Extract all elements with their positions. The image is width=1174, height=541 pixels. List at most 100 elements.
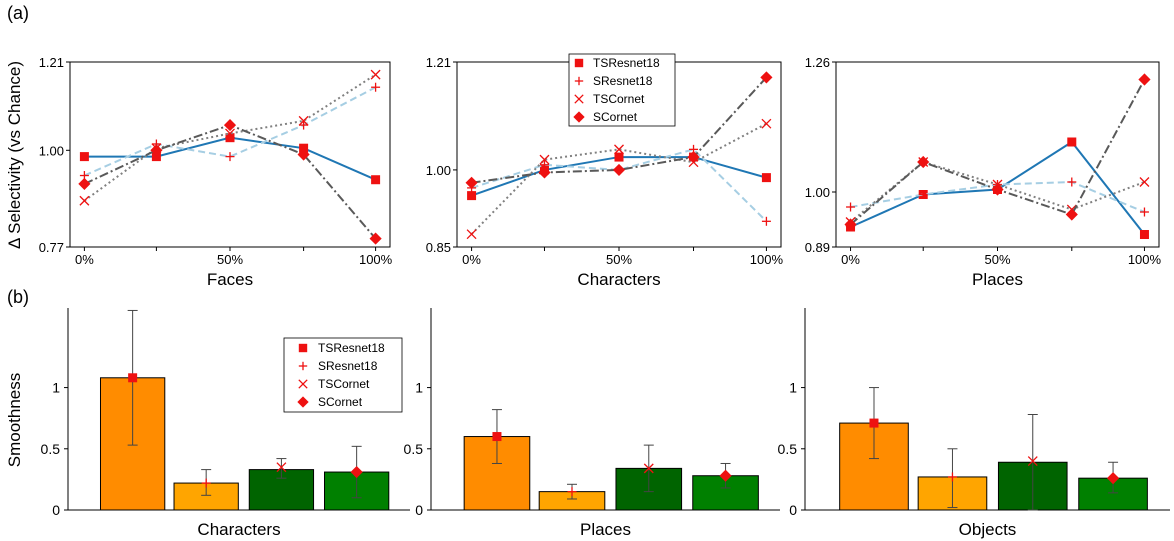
point-tscornet-faces-0-stroke-2 bbox=[79, 195, 90, 206]
x-tick-label-places-2: 50% bbox=[984, 252, 1010, 267]
x-tick-label-characters-2: 50% bbox=[606, 252, 632, 267]
line-chart-places: 1.26 1.00 0.89 0% 50% 100% Places bbox=[805, 55, 1162, 289]
point-tscornet-faces-3 bbox=[298, 115, 309, 126]
panel-b-label: (b) bbox=[7, 287, 29, 307]
legend-label-sresnet18-a: SResnet18 bbox=[593, 74, 653, 88]
y-tick-label-characters-1: 1.00 bbox=[426, 163, 451, 178]
x-axis-label-characters: Characters bbox=[577, 270, 660, 289]
y-tick-label-characters-0: 1 bbox=[52, 380, 60, 396]
point-sresnet18-places-0 bbox=[846, 202, 856, 212]
x-tick-label-places-0: 0% bbox=[841, 252, 860, 267]
legend-marker-scornet-b-shape bbox=[297, 396, 309, 408]
point-tscornet-places-4-stroke-2 bbox=[1139, 177, 1150, 187]
point-scornet-characters-4-shape bbox=[760, 71, 773, 84]
point-tscornet-characters-4-stroke-2 bbox=[761, 118, 772, 129]
y-tick-label-faces-0: 1.21 bbox=[39, 55, 64, 70]
point-tsresnet18-places-3-shape bbox=[1067, 137, 1077, 147]
y-tick-label-places-2: 0 bbox=[415, 502, 423, 518]
bar-marker-characters-2-stroke-2 bbox=[276, 462, 287, 473]
point-scornet-characters-4 bbox=[760, 71, 773, 84]
x-tick-label-faces-2: 50% bbox=[217, 252, 243, 267]
point-scornet-characters-3 bbox=[687, 150, 700, 164]
line-chart-characters: 1.21 1.00 0.85 0% 50% 100% Characters TSResnet1… bbox=[426, 53, 783, 289]
legend-marker-tsresnet18-b-shape bbox=[298, 343, 308, 353]
point-scornet-characters-0-shape bbox=[465, 176, 478, 189]
bar-marker-objects-3-shape bbox=[1106, 472, 1120, 485]
point-tscornet-characters-0 bbox=[466, 229, 477, 240]
point-tsresnet18-characters-0-shape bbox=[467, 191, 477, 201]
point-tsresnet18-faces-1 bbox=[151, 152, 161, 162]
point-tscornet-faces-2 bbox=[225, 128, 235, 139]
point-scornet-places-2-shape bbox=[991, 183, 1004, 196]
point-scornet-places-3 bbox=[1065, 208, 1078, 221]
bar-marker-characters-2 bbox=[276, 462, 287, 473]
legend-marker-tscornet-a bbox=[574, 94, 584, 104]
point-scornet-places-3-shape bbox=[1065, 208, 1078, 221]
bar-chart-characters: 1 0.5 0 Characters TSResnet18 SResnet18 TSCorn… bbox=[41, 308, 410, 539]
bar-marker-places-3 bbox=[719, 469, 732, 482]
x-tick-label-faces-0: 0% bbox=[75, 252, 94, 267]
point-scornet-characters-0 bbox=[465, 176, 478, 189]
point-sresnet18-faces-2 bbox=[225, 152, 235, 162]
point-scornet-faces-1 bbox=[150, 144, 163, 157]
point-tscornet-characters-2-stroke-2 bbox=[614, 144, 624, 155]
point-tsresnet18-faces-2 bbox=[225, 133, 235, 143]
point-tsresnet18-faces-4-shape bbox=[371, 175, 381, 185]
legend-marker-tsresnet18-b bbox=[298, 343, 308, 353]
x-axis-label-bar-places: Places bbox=[580, 520, 631, 539]
point-scornet-places-4-shape bbox=[1138, 73, 1151, 86]
point-scornet-faces-3 bbox=[297, 148, 310, 161]
point-tsresnet18-faces-3-shape bbox=[299, 143, 309, 153]
point-scornet-places-4 bbox=[1138, 73, 1151, 86]
point-sresnet18-faces-3 bbox=[299, 120, 309, 130]
x-axis-label-faces: Faces bbox=[207, 270, 253, 289]
point-scornet-characters-2-shape bbox=[612, 163, 626, 176]
x-axis-label-bar-characters: Characters bbox=[197, 520, 280, 539]
bar-marker-characters-1 bbox=[201, 478, 211, 488]
bar-marker-characters-0 bbox=[128, 373, 138, 383]
legend-marker-scornet-b bbox=[297, 396, 309, 408]
point-tscornet-characters-1 bbox=[539, 154, 550, 165]
legend-marker-sresnet18-b bbox=[298, 361, 308, 371]
point-tsresnet18-places-4-shape bbox=[1139, 230, 1149, 239]
x-tick-label-characters-0: 0% bbox=[462, 252, 481, 267]
point-scornet-places-1 bbox=[917, 155, 930, 169]
point-tscornet-faces-0 bbox=[79, 195, 90, 206]
legend-line-chart: TSResnet18 SResnet18 TSCornet SCornet bbox=[568, 53, 676, 127]
point-scornet-faces-4 bbox=[369, 232, 382, 245]
point-tsresnet18-faces-1-shape bbox=[151, 152, 161, 162]
point-scornet-faces-2 bbox=[223, 118, 237, 132]
bar-marker-objects-2 bbox=[1027, 456, 1038, 466]
x-axis-label-places: Places bbox=[972, 270, 1023, 289]
point-scornet-places-2 bbox=[991, 183, 1004, 196]
legend-label-scornet-b: SCornet bbox=[318, 395, 363, 409]
bar-marker-objects-0 bbox=[869, 418, 879, 428]
y-tick-label-objects-2: 0 bbox=[789, 502, 797, 518]
y-tick-label-places-1: 1.00 bbox=[805, 185, 830, 200]
point-scornet-faces-3-shape bbox=[297, 148, 310, 161]
legend-label-tscornet-b: TSCornet bbox=[318, 377, 370, 391]
point-tsresnet18-places-3 bbox=[1067, 137, 1077, 147]
y-tick-label-places-0: 1.26 bbox=[805, 55, 830, 70]
bar-marker-objects-2-stroke-2 bbox=[1027, 456, 1038, 466]
legend-marker-tsresnet18-a bbox=[574, 58, 584, 68]
point-sresnet18-faces-4 bbox=[371, 82, 381, 92]
point-tscornet-faces-4 bbox=[370, 69, 381, 80]
point-tsresnet18-characters-0 bbox=[467, 191, 477, 201]
bar-marker-objects-3 bbox=[1106, 472, 1120, 485]
point-sresnet18-places-4 bbox=[1139, 207, 1149, 217]
point-tscornet-characters-1-stroke-2 bbox=[539, 154, 550, 165]
point-tscornet-places-4 bbox=[1139, 177, 1150, 187]
y-tick-label-characters-1: 0.5 bbox=[41, 441, 61, 457]
y-tick-label-places-2: 0.89 bbox=[805, 240, 830, 255]
bar-marker-places-0-shape bbox=[492, 432, 502, 442]
point-scornet-faces-2-shape bbox=[223, 118, 237, 132]
point-sresnet18-places-1 bbox=[918, 190, 928, 199]
bar-marker-objects-0-shape bbox=[869, 418, 879, 428]
point-tscornet-characters-2 bbox=[614, 144, 624, 155]
legend-label-sresnet18-b: SResnet18 bbox=[318, 359, 378, 373]
y-tick-label-objects-1: 0.5 bbox=[778, 441, 798, 457]
legend-marker-scornet-a bbox=[573, 111, 585, 123]
point-sresnet18-places-3 bbox=[1067, 177, 1077, 187]
